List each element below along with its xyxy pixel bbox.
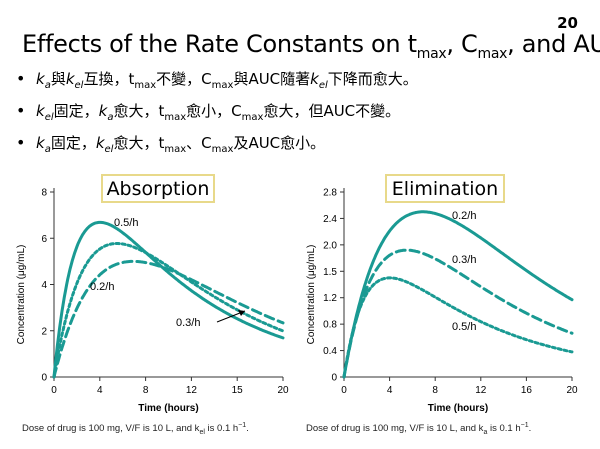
x-axis-label: Time (hours) (138, 403, 198, 414)
x-tick-label: 4 (97, 385, 103, 396)
absorption-chart: Absorption 0 4 8 12 15 20 0 2 4 6 8 Time (hours) Conc… (16, 174, 289, 414)
series-label: 0.3/h (452, 254, 476, 266)
y-tick-label: 0 (41, 373, 47, 384)
x-tick-label: 20 (566, 385, 578, 396)
chart-title-box (101, 174, 215, 203)
series-label: 0.2/h (452, 210, 476, 222)
x-tick-label: 0 (51, 385, 57, 396)
bullet-text: max (211, 144, 234, 155)
bullet-text: 下降而愈大。 (327, 70, 418, 88)
x-axis-label: Time (hours) (428, 403, 488, 414)
bullet-text: el (318, 80, 328, 91)
bullet-item: • ka與kel互換，tmax不變，Cmax與AUC隨著kel下降而愈大。 (16, 68, 418, 100)
series-line (342, 210, 574, 379)
x-tick-label: 0 (341, 385, 347, 396)
y-tick-label: 6 (41, 234, 47, 245)
y-tick-label: 1.5 (323, 267, 337, 278)
bullet-text: a (44, 144, 51, 155)
bullet-item: • ka固定，kel愈大，tmax、Cmax及AUC愈小。 (16, 132, 418, 164)
chart-title: Absorption (107, 178, 210, 200)
series-line (52, 242, 285, 379)
bullet-text: max (241, 112, 264, 123)
bullet-text: 互換，t (83, 70, 135, 88)
bullet-text: a (107, 112, 114, 123)
y-tick-label: 8 (41, 188, 47, 199)
bullet-text: 愈大，t (113, 102, 165, 120)
slide-title: Effects of the Rate Constants on tmax, C… (22, 30, 600, 62)
series-label: 0.2/h (90, 281, 114, 293)
bullet-marker: • (16, 101, 26, 120)
bullet-text: 愈大，但AUC不變。 (263, 102, 401, 120)
bullet-text: el (44, 112, 54, 123)
chart-title-box (385, 174, 505, 203)
y-tick-label: 0.8 (323, 320, 337, 331)
bullet-text: max (164, 144, 187, 155)
series-line (342, 248, 574, 379)
y-tick-label: 0 (331, 373, 337, 384)
bullet-text: 及AUC愈小。 (233, 134, 326, 152)
bullet-text: 與AUC隨著 (233, 70, 311, 88)
bullet-text: max (164, 112, 187, 123)
bullet-text: el (74, 80, 84, 91)
bullet-text: a (44, 80, 51, 91)
bullet-text: k (95, 134, 105, 152)
elimination-footnote: Dose of drug is 100 mg, V/F is 10 L, and… (306, 422, 532, 437)
absorption-footnote: Dose of drug is 100 mg, V/F is 10 L, and… (22, 422, 249, 437)
slide-number: 20 (557, 14, 578, 32)
x-tick-label: 16 (521, 385, 533, 396)
series-label: 0.5/h (452, 321, 476, 333)
bullet-text: 愈大，t (113, 134, 165, 152)
y-tick-label: 2.8 (323, 188, 337, 199)
bullet-text: k (65, 70, 75, 88)
y-tick-label: 0.4 (323, 346, 337, 357)
bullet-list: • ka與kel互換，tmax不變，Cmax與AUC隨著kel下降而愈大。 • kel… (16, 68, 418, 164)
bullet-text: max (134, 80, 157, 91)
y-tick-label: 4 (41, 280, 47, 291)
bullet-item: • kel固定，ka愈大，tmax愈小，Cmax愈大，但AUC不變。 (16, 100, 418, 132)
series-label: 0.5/h (114, 217, 138, 229)
bullet-marker: • (16, 133, 26, 152)
y-axis-label: Concentration (μg/mL) (16, 245, 27, 345)
bullet-text: 不變，C (156, 70, 212, 88)
y-tick-label: 2.0 (323, 240, 337, 251)
bullet-text: 固定， (53, 102, 99, 120)
series-label: 0.3/h (176, 317, 200, 329)
bullet-text: 、C (186, 134, 212, 152)
bullet-marker: • (16, 69, 26, 88)
series-line (52, 259, 285, 379)
x-tick-label: 12 (475, 385, 487, 396)
bullet-text: k (98, 102, 108, 120)
bullet-text: k (36, 70, 45, 88)
y-tick-label: 2.4 (323, 214, 337, 225)
bullet-text: k (36, 134, 45, 152)
label-pointer-arrow (238, 310, 245, 316)
y-tick-label: 2 (41, 326, 47, 337)
x-tick-label: 4 (387, 385, 393, 396)
bullet-text: 愈小，C (186, 102, 242, 120)
x-tick-label: 8 (143, 385, 149, 396)
x-tick-label: 12 (186, 385, 198, 396)
bullet-text: el (104, 144, 114, 155)
bullet-text: k (36, 102, 45, 120)
chart-title: Elimination (392, 178, 498, 200)
y-tick-label: 1.2 (323, 293, 337, 304)
x-tick-label: 8 (432, 385, 438, 396)
x-tick-label: 20 (277, 385, 289, 396)
x-tick-label: 15 (232, 385, 244, 396)
series-line (342, 276, 574, 379)
bullet-text: 與 (50, 70, 66, 88)
series-line (52, 220, 285, 379)
elimination-chart: Elimination 0 4 8 12 16 20 0 0.4 0.8 1.2 1.5 2.0 2.4 2… (306, 174, 578, 414)
y-axis-label: Concentration (μg/mL) (306, 245, 317, 345)
bullet-text: k (310, 70, 319, 88)
bullet-text: max (211, 80, 234, 91)
bullet-text: 固定， (50, 134, 96, 152)
